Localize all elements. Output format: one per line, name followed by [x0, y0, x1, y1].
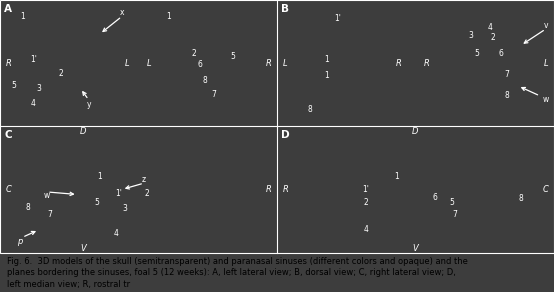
Text: 3: 3: [122, 204, 127, 213]
Text: 8: 8: [505, 91, 509, 100]
Text: R: R: [6, 59, 11, 68]
Text: 1': 1': [335, 14, 341, 23]
Text: 8: 8: [519, 194, 523, 203]
Text: C: C: [4, 130, 12, 140]
Text: 6: 6: [433, 192, 437, 201]
Text: left median view; R, rostral tr: left median view; R, rostral tr: [7, 280, 130, 289]
Text: 8: 8: [25, 203, 30, 212]
Text: 1: 1: [167, 12, 171, 21]
Text: R: R: [396, 59, 402, 68]
Text: 2: 2: [491, 33, 495, 42]
Text: v: v: [543, 21, 548, 30]
Text: 5: 5: [230, 52, 235, 61]
Text: D: D: [281, 130, 290, 140]
Text: 5: 5: [449, 198, 454, 206]
Text: 5: 5: [95, 198, 99, 206]
Text: w: w: [44, 191, 50, 200]
Text: z: z: [142, 175, 146, 184]
Text: 1': 1': [116, 189, 122, 198]
Text: 1: 1: [394, 172, 398, 181]
Text: D: D: [412, 127, 419, 136]
Text: D: D: [80, 127, 86, 136]
Text: 2: 2: [363, 198, 368, 206]
Text: 1': 1': [30, 55, 37, 64]
Text: 1': 1': [362, 185, 369, 194]
Text: L: L: [147, 59, 152, 68]
Text: R: R: [266, 59, 271, 68]
Text: 2: 2: [59, 69, 63, 78]
Text: 1: 1: [325, 55, 329, 64]
Text: L: L: [125, 59, 130, 68]
Text: 4: 4: [31, 99, 35, 108]
Text: 8: 8: [203, 76, 207, 85]
Text: 6: 6: [197, 60, 202, 69]
Text: 7: 7: [211, 90, 216, 99]
Text: L: L: [543, 59, 548, 68]
Text: B: B: [281, 4, 289, 14]
Text: R: R: [283, 185, 288, 194]
Text: C: C: [6, 185, 11, 194]
Text: R: R: [424, 59, 429, 68]
Text: 2: 2: [145, 189, 149, 198]
Text: x: x: [120, 8, 124, 17]
Text: 7: 7: [452, 210, 456, 219]
Text: 7: 7: [505, 70, 509, 79]
Text: L: L: [283, 59, 288, 68]
Text: 2: 2: [192, 48, 196, 58]
Text: 1: 1: [20, 12, 24, 21]
Text: p: p: [17, 237, 22, 246]
Text: 3: 3: [37, 84, 41, 93]
Text: 8: 8: [308, 105, 312, 114]
Text: 4: 4: [488, 23, 493, 32]
Text: V: V: [413, 244, 418, 253]
Text: 1: 1: [325, 71, 329, 80]
Text: 3: 3: [469, 31, 473, 40]
Text: 4: 4: [363, 225, 368, 234]
Text: 6: 6: [499, 48, 504, 58]
Text: V: V: [80, 244, 86, 253]
Text: 5: 5: [474, 48, 479, 58]
Text: 4: 4: [114, 229, 119, 238]
Text: planes bordering the sinuses, foal 5 (12 weeks): A, left lateral view; B, dorsal: planes bordering the sinuses, foal 5 (12…: [7, 268, 455, 277]
Text: 1: 1: [98, 172, 102, 181]
Text: C: C: [543, 185, 548, 194]
Text: 5: 5: [12, 81, 16, 91]
Text: 7: 7: [48, 210, 52, 219]
Text: Fig. 6.  3D models of the skull (semitransparent) and paranasal sinuses (differe: Fig. 6. 3D models of the skull (semitran…: [7, 257, 468, 265]
Text: R: R: [266, 185, 271, 194]
Text: y: y: [86, 100, 91, 109]
Text: w: w: [542, 95, 549, 104]
Text: A: A: [4, 4, 12, 14]
